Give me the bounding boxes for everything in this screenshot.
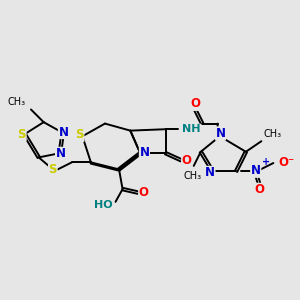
- Text: O: O: [190, 98, 200, 110]
- Text: O: O: [254, 183, 264, 196]
- Text: +: +: [262, 157, 270, 167]
- Text: HO: HO: [94, 200, 113, 210]
- Text: O⁻: O⁻: [278, 156, 295, 169]
- Text: S: S: [49, 163, 57, 176]
- Text: N: N: [58, 125, 68, 139]
- Text: CH₃: CH₃: [7, 97, 25, 107]
- Text: N: N: [56, 147, 66, 161]
- Text: S: S: [18, 128, 26, 141]
- Text: N: N: [251, 164, 261, 177]
- Text: CH₃: CH₃: [183, 171, 201, 181]
- Text: NH: NH: [182, 124, 201, 134]
- Text: O: O: [139, 186, 149, 199]
- Text: N: N: [205, 167, 215, 179]
- Text: N: N: [140, 146, 149, 159]
- Text: N: N: [215, 127, 226, 140]
- Text: S: S: [75, 128, 84, 141]
- Text: CH₃: CH₃: [263, 129, 282, 139]
- Text: O: O: [182, 154, 192, 167]
